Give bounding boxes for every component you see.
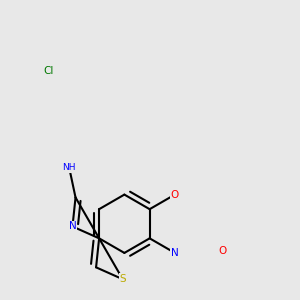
Text: O: O xyxy=(219,247,227,256)
Text: Cl: Cl xyxy=(44,65,54,76)
Text: O: O xyxy=(171,190,179,200)
Text: S: S xyxy=(119,274,126,284)
Text: N: N xyxy=(171,248,179,258)
Text: N: N xyxy=(69,221,76,232)
Text: NH: NH xyxy=(62,164,76,172)
